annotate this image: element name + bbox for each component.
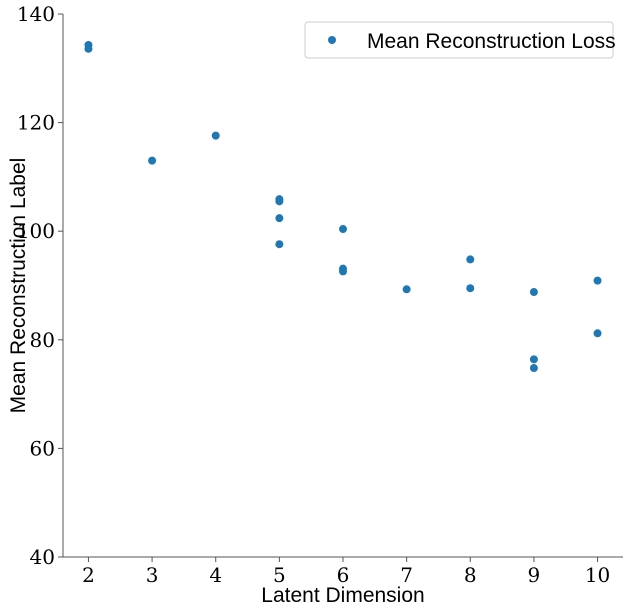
x-tick-label: 7 <box>400 563 413 587</box>
data-point <box>275 197 284 206</box>
data-point <box>593 329 602 338</box>
legend: Mean Reconstruction Loss <box>304 21 616 59</box>
legend-marker <box>328 36 336 44</box>
y-axis-title: Mean Reconstruction Label <box>7 158 30 414</box>
y-tick-label: 100 <box>17 219 55 243</box>
data-point <box>275 214 284 223</box>
y-tick-label: 40 <box>30 545 55 569</box>
data-point <box>211 131 220 140</box>
data-point <box>466 255 475 264</box>
axes <box>62 14 623 558</box>
x-tick-label: 8 <box>464 563 477 587</box>
data-point <box>275 240 284 249</box>
data-points <box>84 40 602 373</box>
data-point <box>529 288 538 297</box>
x-tick-label: 5 <box>273 563 286 587</box>
data-point <box>339 267 347 276</box>
data-point <box>84 44 93 53</box>
data-point <box>148 156 157 165</box>
x-tick-label: 6 <box>337 563 350 587</box>
data-point <box>593 276 602 285</box>
x-tick-label: 9 <box>528 563 541 587</box>
y-tick-label: 120 <box>17 111 55 135</box>
legend-label: Mean Reconstruction Loss <box>367 30 616 53</box>
x-tick-label: 4 <box>209 563 222 587</box>
y-tick-label: 140 <box>17 2 55 26</box>
y-tick-label: 60 <box>30 436 55 460</box>
x-tick-label: 10 <box>585 563 610 587</box>
x-tick-label: 3 <box>146 563 159 587</box>
x-axis-title: Latent Dimension <box>261 584 424 607</box>
y-tick-label: 80 <box>30 328 55 352</box>
data-point <box>339 225 347 234</box>
legend-box <box>304 21 614 59</box>
data-point <box>529 364 538 373</box>
data-point <box>402 285 411 294</box>
x-tick-label: 2 <box>82 563 95 587</box>
data-point <box>529 355 538 364</box>
ticks: 2 3 4 5 6 7 8 9 10 40 60 80 100 120 140 <box>17 2 610 587</box>
data-point <box>466 284 475 293</box>
